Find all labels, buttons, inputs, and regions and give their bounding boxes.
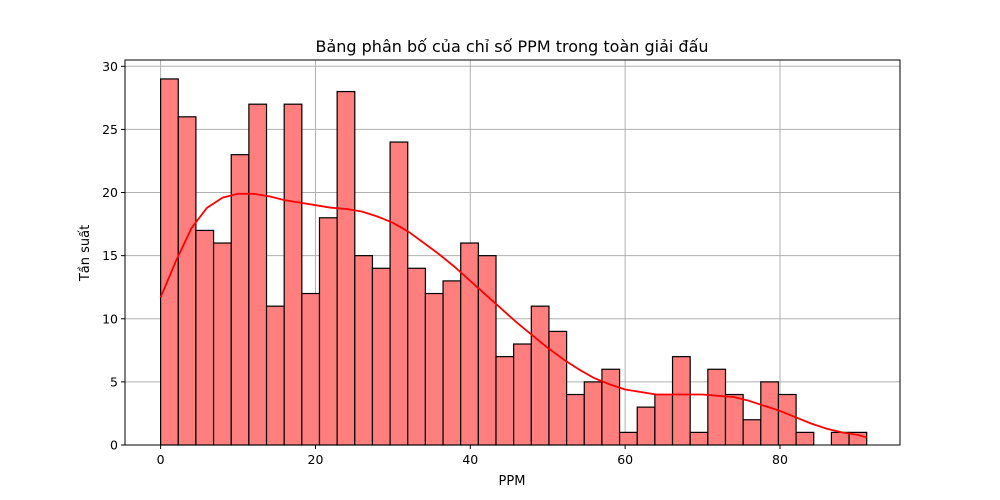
histogram-bar [495, 356, 515, 446]
histogram-bar [212, 242, 232, 446]
histogram-bar [424, 292, 444, 446]
x-tick-label: 40 [462, 452, 478, 467]
histogram-bar [671, 356, 691, 446]
y-tick-label: 5 [110, 374, 118, 389]
y-axis-label: Tần suất [78, 225, 93, 282]
x-tick-label: 60 [617, 452, 633, 467]
histogram-bar [707, 368, 727, 446]
histogram-bar [477, 255, 497, 446]
histogram-bar [230, 154, 250, 446]
histogram-bar [654, 393, 674, 446]
histogram-bar [777, 393, 797, 446]
histogram-bar [689, 431, 709, 446]
histogram-bar [195, 229, 215, 446]
kde-layer [159, 192, 867, 439]
histogram-bar [177, 116, 197, 446]
histogram-bar [530, 305, 550, 446]
histogram-bar [407, 267, 426, 446]
histogram-bar [442, 280, 462, 446]
histogram-bar [566, 393, 585, 446]
histogram-bar [354, 255, 374, 446]
x-tick-label: 0 [157, 452, 165, 467]
histogram-bar [248, 103, 268, 446]
y-tick-label: 0 [110, 438, 118, 453]
histogram-bar [301, 292, 321, 446]
chart-title: Bảng phân bố của chỉ số PPM trong toàn g… [315, 37, 708, 56]
histogram-bar [283, 103, 303, 446]
histogram-bar [318, 217, 338, 446]
histogram-bar [460, 242, 479, 446]
x-axis-ticks: 0 20 40 60 80 [157, 445, 788, 467]
histogram-bar [513, 343, 532, 446]
histogram-bar [760, 381, 780, 446]
histogram-bar [830, 431, 850, 446]
y-axis-ticks: 0 5 10 15 20 25 30 [102, 59, 125, 453]
kde-curve [159, 192, 867, 439]
x-axis-label: PPM [499, 474, 526, 489]
histogram-bar [583, 381, 603, 446]
histogram-bar [601, 368, 621, 446]
x-tick-label: 20 [308, 452, 324, 467]
y-tick-label: 20 [102, 185, 118, 200]
histogram-bar [265, 305, 285, 446]
y-tick-label: 25 [102, 122, 118, 137]
histogram-bar [618, 431, 638, 446]
histogram-bar [336, 90, 356, 446]
histogram-bar [724, 393, 744, 446]
histogram-bar [371, 267, 391, 446]
histogram-bar [742, 419, 762, 446]
y-tick-label: 30 [102, 59, 118, 74]
bars-layer [160, 78, 868, 446]
histogram-bar [795, 431, 815, 446]
histogram-bar [389, 141, 409, 446]
plot-frame [124, 59, 901, 446]
histogram-bar [548, 330, 568, 446]
histogram-bar [636, 406, 656, 446]
x-tick-label: 80 [772, 452, 788, 467]
y-tick-label: 10 [102, 311, 118, 326]
y-tick-label: 15 [102, 248, 118, 263]
